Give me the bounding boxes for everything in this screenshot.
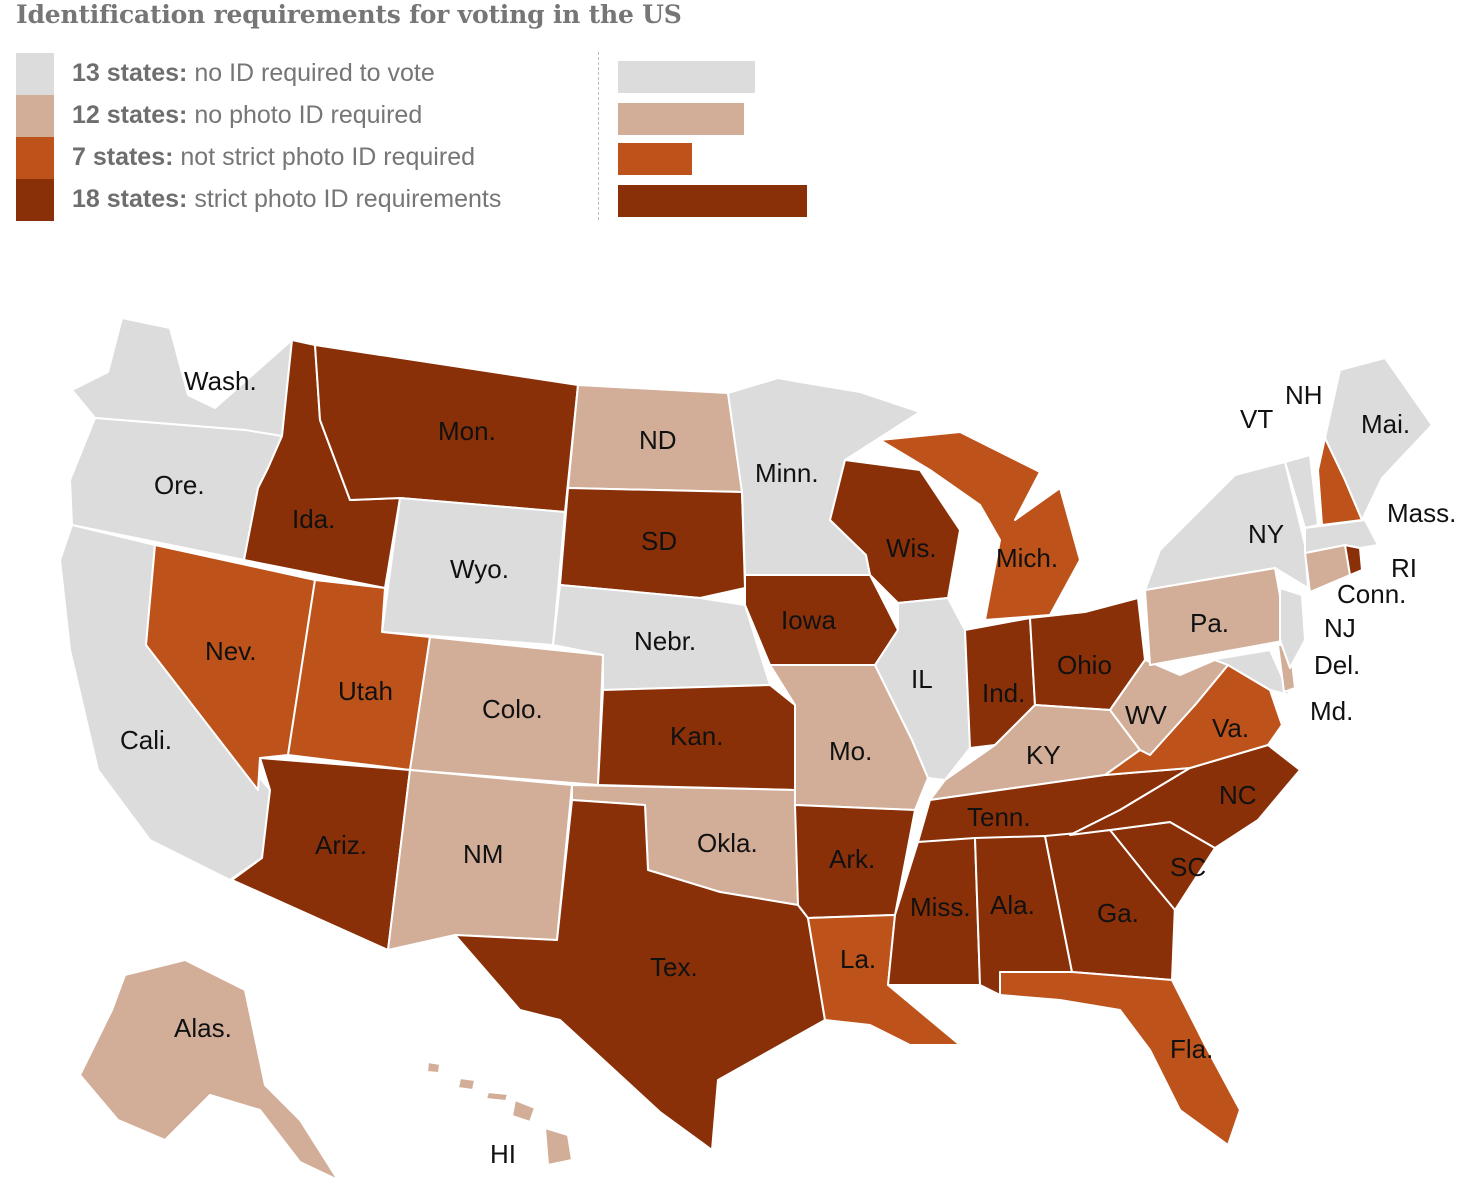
- state-nc: [1069, 744, 1301, 849]
- label-il: IL: [911, 664, 933, 694]
- legend-item-strict: 18 states: strict photo ID requirements: [16, 179, 586, 221]
- legend-bar-no-id: [618, 61, 755, 93]
- label-sd: SD: [641, 526, 677, 556]
- figure-title: Identification requirements for voting i…: [16, 0, 682, 29]
- legend-count: 13 states:: [72, 59, 188, 87]
- label-va: Va.: [1212, 713, 1249, 743]
- label-ky: KY: [1026, 740, 1061, 770]
- label-ok: Okla.: [697, 828, 758, 858]
- state-nj: [1279, 587, 1306, 669]
- label-fl: Fla.: [1170, 1034, 1213, 1064]
- state-sd: [559, 487, 746, 599]
- state-md: [1179, 649, 1291, 696]
- legend-desc: not strict photo ID required: [180, 143, 475, 171]
- label-or: Ore.: [154, 470, 205, 500]
- label-nc: NC: [1219, 780, 1257, 810]
- legend-divider: [598, 52, 599, 220]
- label-nj: NJ: [1324, 613, 1356, 643]
- label-co: Colo.: [482, 694, 543, 724]
- state-me: [1324, 357, 1433, 521]
- legend-item-no-photo-id: 12 states: no photo ID required: [16, 95, 586, 137]
- label-mo: Mo.: [829, 736, 872, 766]
- label-vt: VT: [1240, 404, 1273, 434]
- label-in: Ind.: [982, 678, 1025, 708]
- legend-swatch: [16, 137, 54, 179]
- label-hi: HI: [490, 1139, 516, 1169]
- label-nh: NH: [1285, 380, 1323, 410]
- label-ri: RI: [1391, 553, 1417, 583]
- label-tn: Tenn.: [967, 802, 1031, 832]
- legend-item-not-strict: 7 states: not strict photo ID required: [16, 137, 586, 179]
- label-mn: Minn.: [755, 458, 819, 488]
- label-md: Md.: [1310, 696, 1353, 726]
- label-al: Ala.: [990, 890, 1035, 920]
- state-mi: [879, 431, 1081, 621]
- legend-count: 12 states:: [72, 101, 188, 129]
- state-vt: [1284, 454, 1319, 529]
- state-ak: [79, 959, 339, 1181]
- state-ms: [887, 837, 981, 986]
- state-il: [874, 597, 971, 781]
- label-pa: Pa.: [1190, 608, 1229, 638]
- label-ca: Cali.: [120, 725, 172, 755]
- label-ma: Mass.: [1387, 498, 1456, 528]
- legend-bar-strict: [618, 185, 807, 217]
- label-oh: Ohio: [1057, 650, 1112, 680]
- label-tx: Tex.: [650, 952, 698, 982]
- legend-bar-not-strict: [618, 143, 692, 175]
- legend-swatch: [16, 179, 54, 221]
- label-ne: Nebr.: [634, 626, 696, 656]
- label-me: Mai.: [1361, 409, 1410, 439]
- label-nv: Nev.: [205, 636, 257, 666]
- legend-count: 7 states:: [72, 143, 174, 171]
- legend-item-no-id: 13 states: no ID required to vote: [16, 53, 586, 95]
- label-nd: ND: [639, 425, 677, 455]
- legend-desc: no ID required to vote: [194, 59, 435, 87]
- label-nm: NM: [463, 839, 503, 869]
- state-hi-oahu: [457, 1077, 476, 1091]
- label-ga: Ga.: [1097, 898, 1139, 928]
- label-mt: Mon.: [438, 416, 496, 446]
- label-ar: Ark.: [829, 844, 875, 874]
- state-hi-big-island: [544, 1127, 573, 1166]
- label-ct: Conn.: [1337, 579, 1406, 609]
- label-de: Del.: [1314, 650, 1360, 680]
- label-az: Ariz.: [315, 830, 367, 860]
- state-hi-maui: [511, 1099, 536, 1123]
- label-wi: Wis.: [886, 533, 937, 563]
- state-hi-molokai: [485, 1091, 509, 1102]
- label-ny: NY: [1248, 519, 1284, 549]
- legend-count: 18 states:: [72, 185, 188, 213]
- state-fl: [999, 971, 1241, 1146]
- state-ma: [1304, 519, 1379, 554]
- label-la: La.: [840, 944, 876, 974]
- label-mi: Mich.: [996, 543, 1058, 573]
- label-ak: Alas.: [174, 1013, 232, 1043]
- label-wa: Wash.: [184, 366, 257, 396]
- label-ks: Kan.: [670, 721, 724, 751]
- label-ia: Iowa: [781, 605, 836, 635]
- label-wv: WV: [1125, 700, 1168, 730]
- legend-swatch: [16, 95, 54, 137]
- label-ms: Miss.: [910, 892, 971, 922]
- label-id: Ida.: [292, 504, 335, 534]
- label-ut: Utah: [338, 676, 393, 706]
- legend-swatch: [16, 53, 54, 95]
- legend-desc: strict photo ID requirements: [194, 185, 502, 213]
- legend-bar-no-photo-id: [618, 103, 744, 135]
- label-wy: Wyo.: [450, 554, 509, 584]
- state-hi-kauai: [426, 1061, 441, 1074]
- legend-desc: no photo ID required: [194, 101, 423, 129]
- label-sc: SC: [1170, 852, 1206, 882]
- state-tx: [454, 799, 826, 1151]
